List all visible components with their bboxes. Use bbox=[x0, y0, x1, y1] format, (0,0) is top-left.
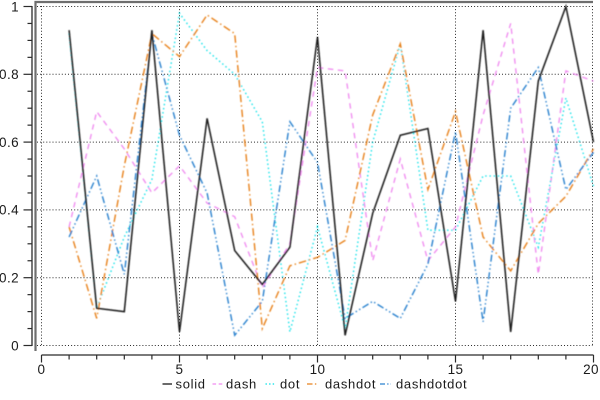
svg-text:1: 1 bbox=[11, 0, 19, 14]
svg-text:0: 0 bbox=[11, 338, 19, 353]
svg-text:dot: dot bbox=[280, 377, 300, 392]
svg-text:0.2: 0.2 bbox=[0, 271, 19, 286]
svg-text:dashdot: dashdot bbox=[325, 377, 376, 392]
svg-text:dashdotdot: dashdotdot bbox=[396, 377, 467, 392]
svg-text:solid: solid bbox=[176, 377, 206, 392]
svg-text:0.6: 0.6 bbox=[0, 135, 19, 150]
svg-text:0.8: 0.8 bbox=[0, 67, 19, 82]
svg-text:15: 15 bbox=[448, 362, 464, 377]
svg-text:5: 5 bbox=[176, 362, 184, 377]
svg-text:0: 0 bbox=[38, 362, 46, 377]
svg-text:20: 20 bbox=[583, 362, 599, 377]
svg-text:10: 10 bbox=[310, 362, 326, 377]
svg-text:dash: dash bbox=[226, 377, 257, 392]
svg-text:0.4: 0.4 bbox=[0, 203, 19, 218]
